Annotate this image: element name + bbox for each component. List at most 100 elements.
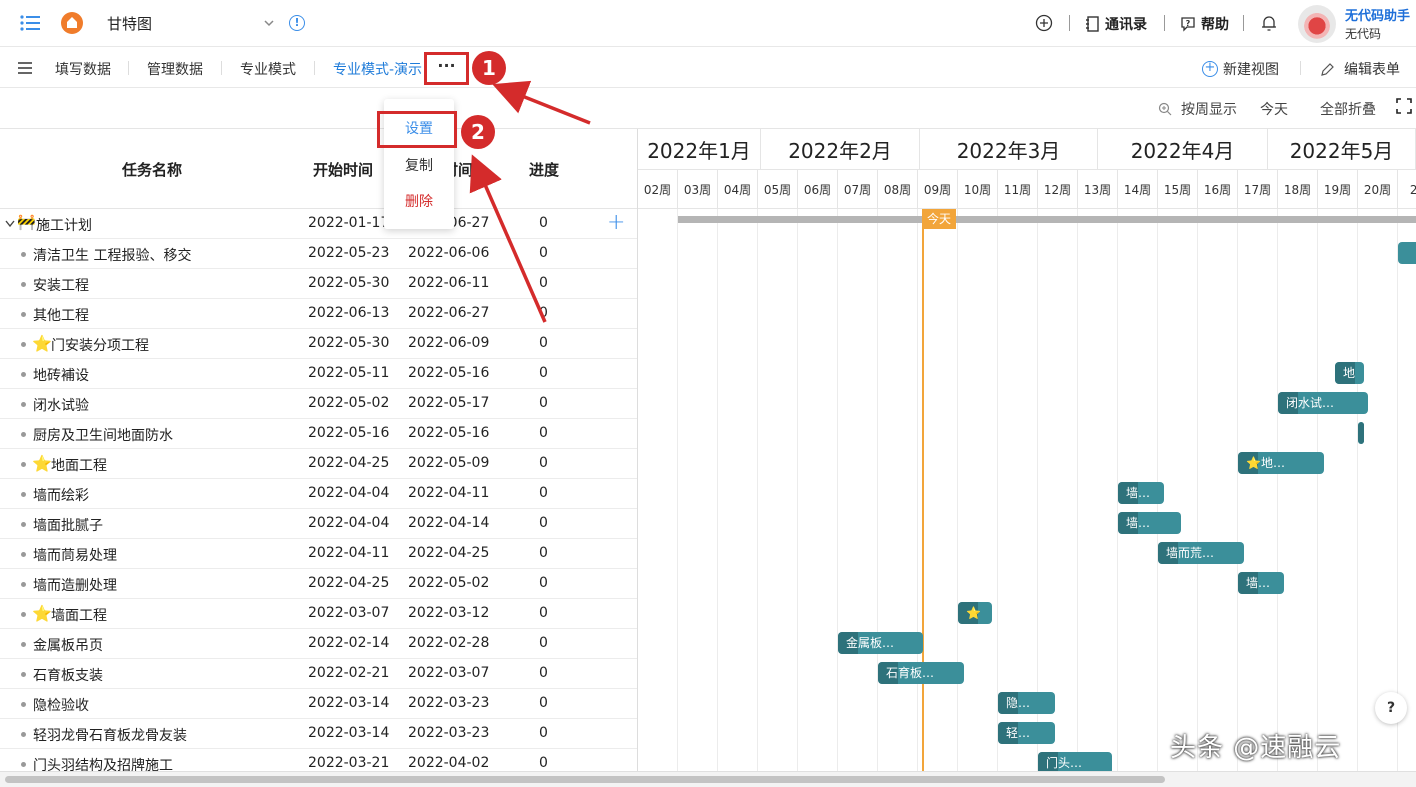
table-row[interactable]: ⭐ 地面工程 2022-04-25 2022-05-09 0 [0,449,637,479]
task-end-date: 2022-03-07 [408,665,490,681]
gantt-bar-label: 墙… [1246,576,1271,590]
table-row[interactable]: ⭐ 墙面工程 2022-03-07 2022-03-12 0 [0,599,637,629]
table-row[interactable]: 隐检验收 2022-03-14 2022-03-23 0 [0,689,637,719]
new-view-button[interactable]: + 新建视图 [1202,59,1279,79]
fullscreen-icon[interactable] [1396,98,1412,114]
tab-pro-mode-demo[interactable]: 专业模式-演示 [333,62,423,78]
table-row[interactable]: 🚧施工计划+2022-01-172022-06-270 [0,209,637,239]
gantt-month-header: 2022年5月 [1268,129,1416,170]
edit-form-button[interactable]: 编辑表单 [1320,59,1400,79]
add-circle-icon[interactable] [1035,14,1053,32]
table-row[interactable]: 闭水试验 2022-05-02 2022-05-17 0 [0,389,637,419]
table-row[interactable]: 金属板吊页 2022-02-14 2022-02-28 0 [0,629,637,659]
table-row[interactable]: 墙而茼易处理 2022-04-11 2022-04-25 0 [0,539,637,569]
gantt-task-bar[interactable]: ⭐地… [1238,452,1324,474]
gantt-task-bar[interactable]: 地 [1335,362,1364,384]
gantt-bar-progress [1358,422,1364,444]
more-options-button[interactable]: ··· [424,52,469,85]
table-row[interactable]: 石育板支装 2022-02-21 2022-03-07 0 [0,659,637,689]
task-end-date: 2022-04-25 [408,545,490,561]
gantt-task-bar[interactable]: 隐… [998,692,1055,714]
table-row[interactable]: 厨房及卫生间地面防水 2022-05-16 2022-05-16 0 [0,419,637,449]
app-menu-icon[interactable] [20,14,40,32]
task-end-date: 2022-04-02 [408,755,490,771]
collapse-all-button[interactable]: 全部折叠 [1320,102,1376,118]
gantt-task-bar[interactable]: 墙… [1238,572,1284,594]
bullet-icon [21,492,26,497]
bullet-icon [21,462,26,467]
bell-icon[interactable] [1261,14,1277,32]
today-button[interactable]: 今天 [1260,102,1288,118]
hamburger-icon[interactable] [18,62,32,74]
gantt-task-bar[interactable]: 墙… [1118,512,1181,534]
zoom-week-button[interactable]: 按周显示 [1181,102,1237,118]
task-progress: 0 [539,365,548,381]
add-icon: + [1202,61,1218,77]
chevron-down-icon[interactable] [5,220,15,228]
bullet-icon [21,732,26,737]
view-tab-bar: 填写数据 管理数据 专业模式 专业模式-演示 ··· 1 + 新建视图 编辑表单 [0,48,1416,88]
gantt-week-header: 10周 [958,170,998,209]
table-row[interactable]: 安装工程 2022-05-30 2022-06-11 0 [0,269,637,299]
gantt-task-bar[interactable]: 闭水试… [1278,392,1368,414]
gantt-task-bar[interactable] [1398,242,1416,264]
column-header-progress[interactable]: 进度 [529,161,560,179]
chevron-down-icon[interactable] [262,16,276,30]
tab-fill-data[interactable]: 填写数据 [55,62,111,78]
task-progress: 0 [539,605,548,621]
task-name: 金属板吊页 [33,638,103,654]
construction-icon: 🚧 [17,213,36,231]
table-row[interactable]: 墙面批腻子 2022-04-04 2022-04-14 0 [0,509,637,539]
gantt-task-bar[interactable]: ⭐ [958,602,992,624]
gantt-week-header: 13周 [1078,170,1118,209]
bullet-icon [21,522,26,527]
task-name: 地砖補设 [33,368,89,384]
gantt-task-bar[interactable]: 墙而荒… [1158,542,1244,564]
gantt-week-header: 15周 [1158,170,1198,209]
contacts-button[interactable]: 通讯录 [1086,0,1147,47]
gantt-task-bar[interactable]: 石育板… [878,662,964,684]
table-row[interactable]: 其他工程 2022-06-13 2022-06-27 0 [0,299,637,329]
user-name[interactable]: 无代码助手 [1345,9,1411,24]
table-row[interactable]: 墙而造删处理 2022-04-25 2022-05-02 0 [0,569,637,599]
table-row[interactable]: 墙而绘彩 2022-04-04 2022-04-11 0 [0,479,637,509]
gantt-task-bar[interactable]: 轻… [998,722,1055,744]
scrollbar-thumb[interactable] [5,776,1165,783]
bullet-icon [21,582,26,587]
tab-manage-data[interactable]: 管理数据 [147,62,203,78]
tab-pro-mode[interactable]: 专业模式 [240,62,296,78]
table-row[interactable]: 轻羽龙骨石育板龙骨友装 2022-03-14 2022-03-23 0 [0,719,637,749]
column-header-name[interactable]: 任务名称 [122,161,183,179]
task-end-date: 2022-03-23 [408,695,490,711]
task-name: 石育板支装 [33,668,103,684]
bullet-icon [21,282,26,287]
gantt-week-header: 09周 [918,170,958,209]
menu-item-settings[interactable]: 设置 [405,121,433,137]
table-row[interactable]: 门头羽结构及招牌施工 2022-03-21 2022-04-02 0 [0,749,637,771]
info-icon[interactable]: ! [289,15,305,31]
gantt-bar-progress [1158,542,1178,564]
task-name: 墙而茼易处理 [33,548,117,564]
table-row[interactable]: 地砖補设 2022-05-11 2022-05-16 0 [0,359,637,389]
help-button[interactable]: ? 帮助 [1180,0,1229,47]
table-row[interactable]: 清洁卫生 工程报验、移交 2022-05-23 2022-06-06 0 [0,239,637,269]
task-start-date: 2022-05-30 [308,275,390,291]
gantt-task-bar[interactable]: 金属板… [838,632,923,654]
gantt-task-bar[interactable]: 墙… [1118,482,1164,504]
horizontal-scrollbar[interactable] [0,771,1416,787]
summary-bar[interactable] [678,216,1416,223]
table-row[interactable]: ⭐ 门安装分项工程 2022-05-30 2022-06-09 0 [0,329,637,359]
menu-item-delete[interactable]: 删除 [405,194,433,210]
add-task-icon[interactable]: + [607,210,626,235]
gantt-bar-progress [1118,512,1138,534]
gantt-task-bar[interactable]: 门头… [1038,752,1112,771]
column-header-start[interactable]: 开始时间 [313,161,374,179]
home-icon[interactable] [61,12,83,34]
menu-item-copy[interactable]: 复制 [405,158,433,174]
bullet-icon [21,312,26,317]
task-name: 地面工程 [51,458,107,474]
gantt-week-header: 02周 [638,170,678,209]
avatar[interactable] [1298,5,1336,43]
gantt-task-bar[interactable] [1358,422,1364,444]
help-float-button[interactable]: ? [1375,692,1407,724]
